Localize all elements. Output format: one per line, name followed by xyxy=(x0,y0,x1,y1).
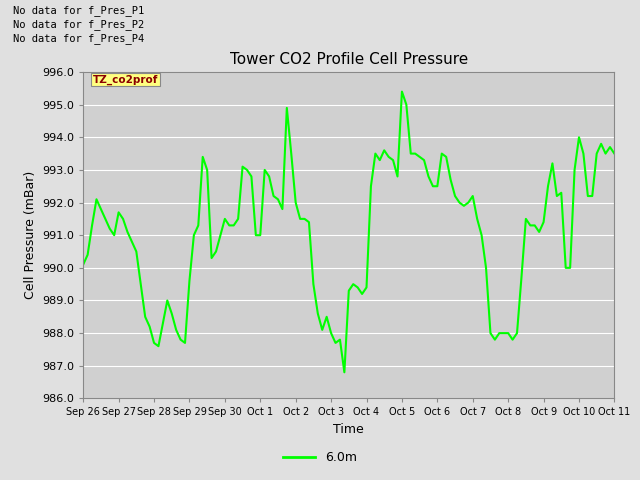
Title: Tower CO2 Profile Cell Pressure: Tower CO2 Profile Cell Pressure xyxy=(230,52,468,67)
Text: No data for f_Pres_P1
No data for f_Pres_P2
No data for f_Pres_P4: No data for f_Pres_P1 No data for f_Pres… xyxy=(13,5,144,44)
X-axis label: Time: Time xyxy=(333,423,364,436)
Text: TZ_co2prof: TZ_co2prof xyxy=(93,74,158,84)
Y-axis label: Cell Pressure (mBar): Cell Pressure (mBar) xyxy=(24,171,36,300)
Legend: 6.0m: 6.0m xyxy=(278,446,362,469)
